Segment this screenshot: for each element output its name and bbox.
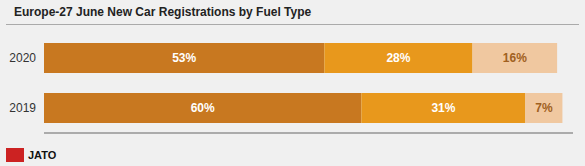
svg-text:28%: 28% xyxy=(386,51,410,65)
svg-text:16%: 16% xyxy=(503,51,527,65)
svg-text:7%: 7% xyxy=(535,101,553,115)
svg-text:31%: 31% xyxy=(431,101,455,115)
svg-text:2019: 2019 xyxy=(9,101,36,115)
html-text:Europe-27 June New Car Registr: Europe-27 June New Car Registrations by … xyxy=(14,5,312,19)
svg-text:53%: 53% xyxy=(172,51,196,65)
html-text:JATO: JATO xyxy=(28,149,57,161)
svg-text:60%: 60% xyxy=(191,101,215,115)
svg-text:2020: 2020 xyxy=(9,51,36,65)
